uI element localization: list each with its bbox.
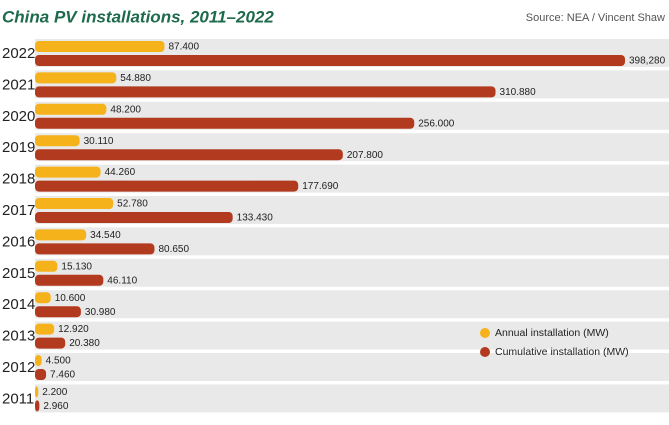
- y-tick-label: 2013: [2, 328, 35, 345]
- value-label: 7.460: [50, 370, 75, 381]
- value-label: 133.430: [237, 213, 274, 224]
- chart-title: China PV installations, 2011–2022: [2, 7, 274, 26]
- value-label: 398,280: [629, 56, 666, 67]
- value-label: 87.400: [168, 42, 199, 53]
- value-label: 54.880: [120, 73, 151, 84]
- bar: [35, 369, 47, 380]
- y-tick-label: 2018: [2, 171, 35, 188]
- bar: [35, 386, 39, 398]
- row-band: [35, 258, 669, 287]
- value-label: 207.800: [347, 150, 384, 161]
- legend-label: Cumulative installation (MW): [495, 346, 629, 358]
- y-tick-label: 2017: [2, 202, 35, 219]
- bar: [35, 72, 117, 84]
- value-label: 2.960: [43, 401, 68, 412]
- value-label: 44.260: [105, 167, 136, 178]
- value-label: 30.110: [84, 136, 114, 147]
- bar: [35, 274, 104, 286]
- bar: [35, 292, 51, 304]
- y-tick-label: 2019: [2, 139, 35, 156]
- legend-label: Annual installation (MW): [495, 327, 609, 339]
- value-label: 46.110: [107, 275, 137, 286]
- value-label: 30.980: [85, 307, 116, 318]
- bar: [35, 260, 58, 272]
- bar: [35, 323, 55, 335]
- y-tick-label: 2016: [2, 233, 35, 250]
- bar: [35, 41, 165, 52]
- bar: [35, 229, 87, 241]
- value-label: 34.540: [90, 230, 121, 241]
- bar: [35, 337, 66, 349]
- y-tick-label: 2020: [2, 108, 35, 125]
- bar: [35, 306, 81, 318]
- bar: [35, 55, 625, 66]
- legend-swatch: [480, 347, 490, 357]
- bar: [35, 355, 42, 366]
- value-label: 15.130: [61, 261, 92, 272]
- y-tick-label: 2014: [2, 296, 35, 313]
- value-label: 256.000: [418, 118, 455, 129]
- bar: [35, 149, 343, 161]
- legend-swatch: [480, 328, 490, 338]
- bar: [35, 166, 101, 178]
- bar: [35, 243, 155, 255]
- y-tick-label: 2015: [2, 265, 35, 282]
- bar: [35, 400, 40, 412]
- bar: [35, 180, 299, 192]
- value-label: 310.880: [500, 87, 537, 98]
- bar: [35, 117, 415, 129]
- value-label: 20.380: [69, 338, 100, 349]
- row-band: [35, 353, 669, 381]
- y-tick-label: 2011: [2, 390, 34, 407]
- y-tick-label: 2012: [2, 359, 35, 376]
- y-tick-label: 2021: [2, 76, 35, 93]
- row-band: [35, 321, 669, 350]
- value-label: 10.600: [55, 293, 86, 304]
- bar: [35, 86, 496, 98]
- bar: [35, 103, 107, 115]
- value-label: 2.200: [42, 387, 67, 398]
- value-label: 12.920: [58, 324, 89, 335]
- bar: [35, 212, 233, 223]
- value-label: 48.200: [110, 104, 141, 115]
- source: Source: NEA / Vincent Shaw: [526, 12, 665, 24]
- value-label: 52.780: [117, 199, 148, 210]
- row-band: [35, 384, 669, 413]
- value-label: 177.690: [302, 181, 339, 192]
- bar: [35, 198, 114, 209]
- value-label: 80.650: [158, 244, 189, 255]
- row-band: [35, 290, 669, 319]
- bar: [35, 135, 80, 147]
- value-label: 4.500: [46, 356, 71, 367]
- y-tick-label: 2022: [2, 45, 35, 62]
